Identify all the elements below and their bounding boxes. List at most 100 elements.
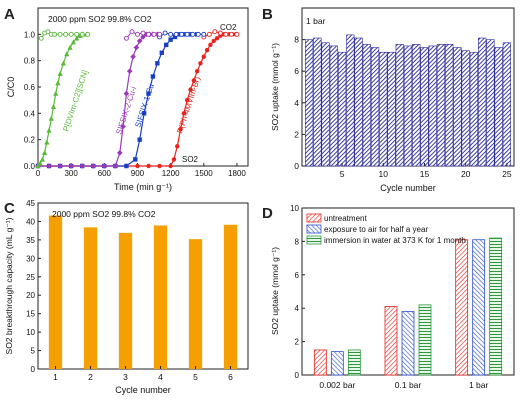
panel-d-bar bbox=[401, 311, 415, 376]
panel-a-co2-point bbox=[146, 31, 151, 37]
panel-c-ylabel: SO2 breakthrough capacity (mL g⁻¹) bbox=[4, 217, 14, 354]
panel-b-bar bbox=[453, 47, 462, 167]
panel-b-bar bbox=[304, 39, 314, 167]
panel-a-so2-point bbox=[191, 78, 197, 83]
panel-a-so2-point bbox=[137, 137, 142, 142]
panel-a-xtick-label: 1500 bbox=[195, 169, 213, 178]
panel-a-so2-point bbox=[175, 144, 180, 149]
panel-a-so2-point bbox=[55, 80, 61, 86]
panel-a-so2-point bbox=[146, 91, 151, 96]
panel-a-so2-line bbox=[38, 33, 198, 167]
panel-a-so2-point bbox=[74, 35, 80, 41]
panel-b-ytick-label: 2 bbox=[294, 129, 299, 139]
panel-b-bar bbox=[403, 45, 413, 167]
panel-d-axes: 0.002 bar 0.1 bar 1 bar 0 2 4 6 8 10 bbox=[290, 204, 488, 390]
panel-a-so2-point bbox=[44, 139, 50, 145]
panel-a-so2-point bbox=[67, 44, 73, 50]
panel-d-bar bbox=[472, 239, 486, 376]
panel-c-ytick-label: 15 bbox=[26, 310, 35, 319]
panel-a-co2-point bbox=[129, 29, 135, 35]
panel-d-bar bbox=[330, 351, 344, 376]
panel-b-bar bbox=[461, 50, 470, 167]
panel-a-so2-point bbox=[204, 47, 210, 53]
panel-b-axes: 5 10 15 20 25 0 2 4 6 8 bbox=[294, 35, 512, 179]
panel-a-so2-point bbox=[178, 126, 183, 132]
panel-b-bar bbox=[428, 45, 437, 167]
panel-b-bar bbox=[395, 44, 404, 167]
panel-a-ytick-label: 1.0 bbox=[24, 30, 36, 39]
panel-b-xtick-label: 5 bbox=[340, 169, 345, 179]
panel-c-xtick-label: 1 bbox=[53, 372, 58, 382]
panel-b-bars bbox=[304, 34, 511, 167]
panel-a-ytick-label: 0.6 bbox=[24, 83, 36, 92]
panel-c-bar bbox=[83, 227, 98, 369]
panel-b-bar bbox=[362, 44, 371, 167]
panel-b-xtick-label: 10 bbox=[379, 169, 389, 179]
panel-a-so2-point bbox=[150, 74, 156, 79]
panel-a-co2-point bbox=[179, 31, 185, 37]
panel-b-annotation: 1 bar bbox=[306, 16, 326, 26]
panel-c-annotation: 2000 ppm SO2 99.8% CO2 bbox=[52, 209, 156, 219]
panel-b-ytick-label: 8 bbox=[294, 35, 299, 45]
panel-a-so2-point bbox=[101, 163, 108, 169]
panel-a-co2-point bbox=[223, 31, 229, 37]
panel-c-ytick-label: 10 bbox=[26, 328, 35, 337]
panel-a-so2-point bbox=[164, 42, 169, 48]
panel-d-bars bbox=[313, 237, 503, 376]
panel-b-bar bbox=[379, 51, 388, 167]
panel-a-so2-point bbox=[35, 163, 41, 169]
panel-b-bar bbox=[387, 51, 396, 167]
panel-b-ytick-label: 6 bbox=[294, 66, 299, 76]
panel-c-xlabel: Cycle number bbox=[115, 385, 171, 395]
panel-a-co2-point bbox=[162, 30, 168, 36]
panel-d-ytick-label: 0 bbox=[295, 371, 300, 380]
panel-a-so2-point bbox=[126, 68, 133, 74]
panel-d-legend-swatch bbox=[306, 213, 322, 223]
panel-a-so2-point bbox=[79, 163, 86, 169]
panel-a-series-label-p-ph: P(Ph-4MVIm-Br) bbox=[175, 75, 202, 134]
panel-d-legend-label: untreatment bbox=[324, 214, 367, 223]
panel-a-so2-point bbox=[130, 53, 136, 60]
panel-d-stability-chart: 0.002 bar 0.1 bar 1 bar 0 2 4 6 8 10 untreatment… bbox=[270, 204, 515, 390]
panel-a-series bbox=[35, 29, 240, 169]
panel-b-bar bbox=[412, 44, 421, 167]
panel-a-xtick-label: 600 bbox=[98, 169, 112, 178]
panel-b-xtick-label: 20 bbox=[461, 169, 471, 179]
panel-a-co2-point bbox=[57, 31, 63, 37]
panel-a-breakthrough-chart: 0 300 600 900 1200 1500 1800 0.0 0.2 0.4 0.6 0.8 1.0… bbox=[6, 7, 249, 192]
panel-a-so2-point bbox=[208, 42, 213, 48]
panel-a-so2-point bbox=[53, 90, 59, 96]
panel-a-so2-point bbox=[194, 69, 200, 74]
panel-a-so2-point bbox=[48, 115, 54, 121]
panel-a-so2-point bbox=[135, 163, 140, 169]
panel-c-ytick-label: 20 bbox=[26, 291, 35, 300]
panel-d-ytick-label: 10 bbox=[290, 204, 299, 213]
panel-a-so2-point bbox=[123, 90, 130, 97]
panel-c-bar bbox=[188, 239, 203, 369]
panel-letter-b: B bbox=[262, 6, 273, 23]
panel-letter-c: C bbox=[4, 200, 15, 217]
panel-a-so2-point bbox=[50, 103, 57, 109]
panel-d-legend-swatch bbox=[306, 224, 322, 234]
panel-c-bar bbox=[223, 224, 238, 369]
panel-a-so2-point bbox=[116, 150, 123, 156]
panel-a-ytick-label: 0.4 bbox=[24, 109, 36, 118]
panel-c-ytick-label: 0 bbox=[31, 365, 36, 374]
panel-a-series-3 bbox=[35, 29, 91, 169]
panel-a-ytick-label: 0.2 bbox=[24, 136, 36, 145]
panel-b-bar bbox=[313, 37, 322, 167]
panel-a-so2-point bbox=[124, 163, 129, 169]
panel-d-legend-swatch bbox=[306, 235, 322, 245]
panel-c-ytick-label: 25 bbox=[26, 273, 35, 282]
panel-a-so2-point bbox=[168, 163, 173, 169]
panel-a-so2-point bbox=[64, 51, 70, 57]
panel-a-co2-point bbox=[74, 31, 80, 37]
panel-a-so2-point bbox=[46, 163, 52, 169]
panel-c-xtick-label: 4 bbox=[158, 372, 163, 382]
panel-c-bar bbox=[48, 215, 63, 369]
panel-a-co2-point bbox=[63, 31, 69, 37]
panel-a-co2-point bbox=[195, 31, 201, 37]
panel-b-xtick-label: 15 bbox=[420, 169, 430, 179]
panel-a-co2-point bbox=[157, 31, 163, 37]
panel-b-ylabel: SO2 uptake (mmol g⁻¹) bbox=[270, 43, 280, 131]
